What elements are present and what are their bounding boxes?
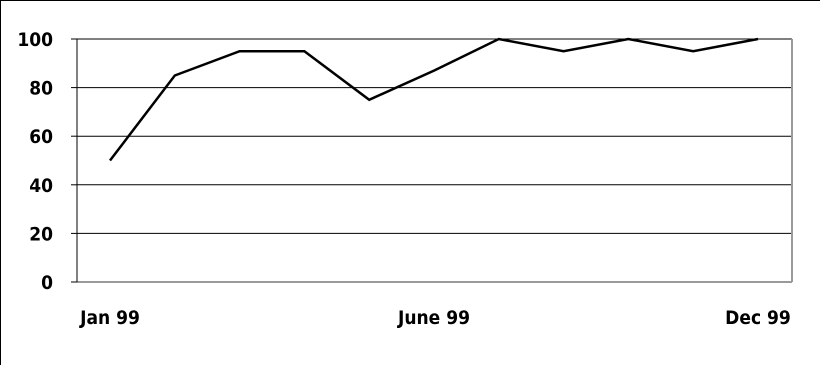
series-lines xyxy=(109,37,759,162)
y-tick-label: 0 xyxy=(41,272,53,294)
y-tick-label: 80 xyxy=(29,78,53,100)
x-tick-label: Jan 99 xyxy=(79,307,140,329)
y-axis-ticks: 0 20 40 60 80 100 xyxy=(17,29,77,294)
y-tick-label: 100 xyxy=(17,29,53,51)
x-tick-label: Dec 99 xyxy=(725,307,791,329)
x-tick-label: June 99 xyxy=(397,307,470,329)
plot-background xyxy=(77,39,792,282)
x-axis-ticks: Jan 99 June 99 Dec 99 xyxy=(79,307,791,329)
y-tick-label: 20 xyxy=(29,223,53,245)
plot-area xyxy=(77,39,792,282)
y-tick-label: 60 xyxy=(29,126,53,148)
gridlines xyxy=(77,38,792,234)
axes xyxy=(76,39,793,283)
y-tick-label: 40 xyxy=(29,175,53,197)
series-line-0 xyxy=(109,37,759,162)
